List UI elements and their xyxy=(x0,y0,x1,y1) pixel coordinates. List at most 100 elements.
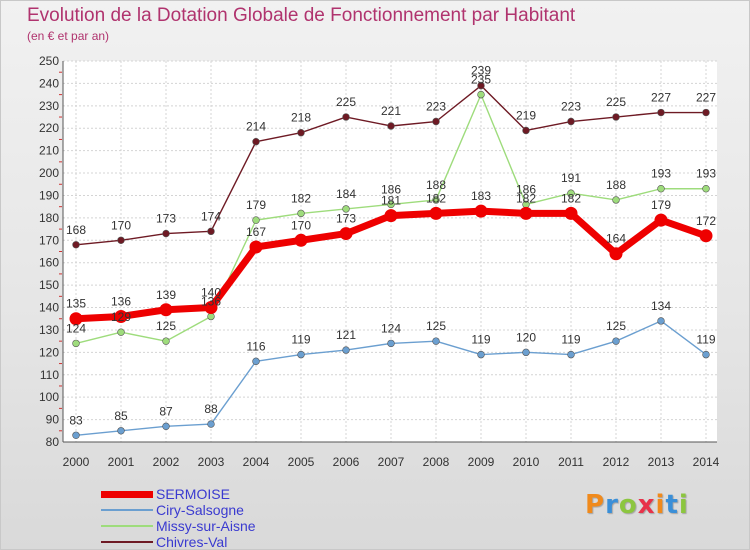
data-point-chivres-val-2007 xyxy=(387,122,395,130)
data-point-chivres-val-2003 xyxy=(207,227,215,236)
data-point-missy-sur-aisne-2000 xyxy=(72,339,80,348)
legend-swatch xyxy=(101,490,153,498)
x-tick-label-2005: 2005 xyxy=(288,455,315,469)
data-label-missy-sur-aisne-2004: 179 xyxy=(246,198,266,212)
data-point-ciry-salsogne-2001 xyxy=(117,427,125,435)
data-label-missy-sur-aisne-2011: 191 xyxy=(561,171,581,185)
data-label-sermoise-2000: 135 xyxy=(66,297,86,311)
legend-item-chivres-val: Chivres-Val xyxy=(101,534,256,550)
y-tick-label-190: 190 xyxy=(39,188,59,202)
legend-label: SERMOISE xyxy=(156,486,230,502)
x-tick-label-2001: 2001 xyxy=(108,455,135,469)
y-tick-label-120: 120 xyxy=(39,345,59,359)
data-point-sermoise-2002 xyxy=(159,303,173,317)
logo-letter: P xyxy=(585,490,606,520)
data-point-ciry-salsogne-2004 xyxy=(252,357,260,366)
data-label-ciry-salsogne-2007: 124 xyxy=(381,321,401,335)
x-tick-label-2002: 2002 xyxy=(153,455,180,469)
data-label-ciry-salsogne-2006: 121 xyxy=(336,328,356,342)
data-point-sermoise-2006 xyxy=(339,227,353,241)
data-point-chivres-val-2010 xyxy=(522,126,530,135)
data-label-chivres-val-2007: 221 xyxy=(381,104,401,118)
data-point-sermoise-2000 xyxy=(69,312,83,326)
x-tick-label-2007: 2007 xyxy=(378,455,405,469)
data-point-chivres-val-2004 xyxy=(252,137,260,146)
y-tick-label-210: 210 xyxy=(39,144,59,158)
data-point-sermoise-2005 xyxy=(294,233,308,247)
x-tick-label-2000: 2000 xyxy=(63,455,90,469)
logo-letter: r xyxy=(605,490,619,520)
data-label-sermoise-2012: 164 xyxy=(606,232,626,246)
data-point-missy-sur-aisne-2004 xyxy=(252,216,260,224)
data-point-sermoise-2004 xyxy=(249,240,263,254)
y-tick-label-150: 150 xyxy=(39,278,59,292)
data-point-ciry-salsogne-2012 xyxy=(612,337,620,345)
data-label-ciry-salsogne-2001: 85 xyxy=(114,409,128,423)
data-point-missy-sur-aisne-2011 xyxy=(567,189,575,197)
data-label-chivres-val-2004: 214 xyxy=(246,120,266,134)
data-label-chivres-val-2002: 173 xyxy=(156,212,176,226)
x-tick-label-2011: 2011 xyxy=(558,455,584,469)
x-tick-label-2003: 2003 xyxy=(198,455,225,469)
data-label-ciry-salsogne-2004: 116 xyxy=(246,339,265,353)
data-point-sermoise-2007 xyxy=(384,209,398,223)
data-label-sermoise-2002: 139 xyxy=(156,288,176,302)
data-label-missy-sur-aisne-2003: 136 xyxy=(201,294,221,308)
y-tick-label-230: 230 xyxy=(39,99,59,113)
y-tick-label-90: 90 xyxy=(46,413,60,427)
chart-subtitle: (en € et par an) xyxy=(27,29,110,43)
data-point-chivres-val-2005 xyxy=(297,129,305,137)
data-label-ciry-salsogne-2000: 83 xyxy=(69,413,83,427)
legend-item-ciry-salsogne: Ciry-Salsogne xyxy=(101,502,256,518)
data-point-ciry-salsogne-2011 xyxy=(567,350,575,359)
data-label-chivres-val-2011: 223 xyxy=(561,100,581,114)
data-label-sermoise-2006: 173 xyxy=(336,212,356,226)
data-label-sermoise-2013: 179 xyxy=(651,198,671,212)
legend-item-sermoise: SERMOISE xyxy=(101,486,256,502)
y-tick-label-240: 240 xyxy=(39,76,59,90)
data-point-sermoise-2010 xyxy=(519,206,533,220)
data-label-missy-sur-aisne-2001: 129 xyxy=(111,310,131,324)
data-label-missy-sur-aisne-2005: 182 xyxy=(291,191,311,205)
data-point-chivres-val-2013 xyxy=(657,108,665,117)
data-point-ciry-salsogne-2000 xyxy=(72,431,80,439)
data-point-sermoise-2014 xyxy=(699,229,713,243)
data-label-chivres-val-2008: 223 xyxy=(426,100,446,114)
y-tick-label-200: 200 xyxy=(39,166,59,180)
data-label-ciry-salsogne-2009: 119 xyxy=(471,333,490,347)
legend-swatch xyxy=(101,525,153,527)
data-point-missy-sur-aisne-2013 xyxy=(657,185,665,193)
data-label-missy-sur-aisne-2010: 186 xyxy=(516,182,536,196)
data-label-ciry-salsogne-2005: 119 xyxy=(291,333,310,347)
data-point-missy-sur-aisne-2014 xyxy=(702,185,710,193)
data-label-chivres-val-2005: 218 xyxy=(291,111,311,125)
data-label-ciry-salsogne-2003: 88 xyxy=(204,402,218,416)
data-point-sermoise-2001 xyxy=(114,309,128,323)
y-tick-label-220: 220 xyxy=(39,121,59,135)
data-point-missy-sur-aisne-2009 xyxy=(477,90,485,99)
data-label-ciry-salsogne-2012: 125 xyxy=(606,319,626,333)
data-point-chivres-val-2001 xyxy=(117,236,125,244)
logo-letter: i xyxy=(678,490,689,520)
y-tick-label-250: 250 xyxy=(39,54,59,68)
data-point-missy-sur-aisne-2006 xyxy=(342,205,350,213)
logo-letter: i xyxy=(655,490,666,520)
legend-label: Missy-sur-Aisne xyxy=(156,518,256,534)
logo-letter: o xyxy=(618,490,638,520)
data-label-missy-sur-aisne-2006: 184 xyxy=(336,187,356,201)
data-point-chivres-val-2008 xyxy=(432,117,440,126)
data-label-ciry-salsogne-2014: 119 xyxy=(696,333,715,347)
x-tick-label-2013: 2013 xyxy=(648,455,675,469)
data-label-sermoise-2014: 172 xyxy=(696,214,716,228)
data-point-sermoise-2011 xyxy=(564,206,578,220)
data-point-ciry-salsogne-2009 xyxy=(477,350,485,359)
data-label-sermoise-2004: 167 xyxy=(246,225,266,239)
data-point-ciry-salsogne-2014 xyxy=(702,350,710,359)
data-label-chivres-val-2003: 174 xyxy=(201,209,221,223)
data-label-sermoise-2003: 140 xyxy=(201,286,221,300)
data-point-missy-sur-aisne-2001 xyxy=(117,328,125,336)
data-label-ciry-salsogne-2008: 125 xyxy=(426,319,446,333)
y-tick-label-80: 80 xyxy=(46,435,60,449)
